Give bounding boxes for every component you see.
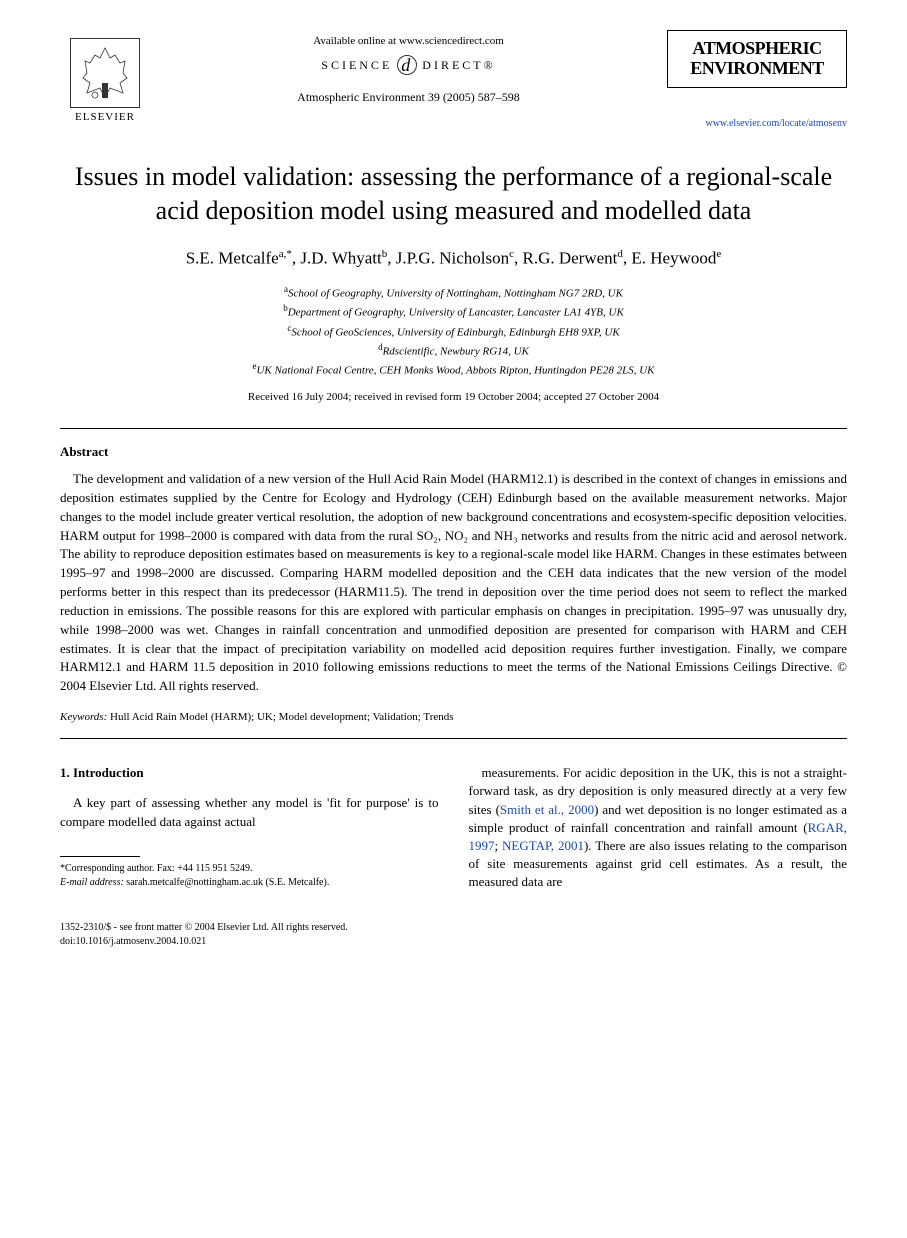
header-center: Available online at www.sciencedirect.co…	[150, 30, 667, 105]
corresponding-author: *Corresponding author. Fax: +44 115 951 …	[60, 862, 439, 876]
abstract-heading: Abstract	[60, 444, 847, 460]
column-right: measurements. For acidic deposition in t…	[469, 764, 848, 891]
keywords-line: Keywords: Hull Acid Rain Model (HARM); U…	[60, 711, 847, 723]
elsevier-tree-icon	[70, 38, 140, 108]
intro-paragraph-right: measurements. For acidic deposition in t…	[469, 764, 848, 891]
footnote-separator	[60, 856, 140, 857]
sd-right: DIRECT®	[422, 58, 495, 73]
footer-doi: doi:10.1016/j.atmosenv.2004.10.021	[60, 935, 847, 949]
email-line: E-mail address: sarah.metcalfe@nottingha…	[60, 876, 439, 890]
elsevier-label: ELSEVIER	[75, 111, 135, 123]
page-header: ELSEVIER Available online at www.science…	[60, 30, 847, 130]
article-title: Issues in model validation: assessing th…	[60, 160, 847, 228]
email-address[interactable]: sarah.metcalfe@nottingham.ac.uk	[126, 877, 263, 888]
journal-title-box: ATMOSPHERIC ENVIRONMENT	[667, 30, 847, 88]
elsevier-logo: ELSEVIER	[60, 30, 150, 130]
received-dates: Received 16 July 2004; received in revis…	[60, 391, 847, 403]
journal-reference: Atmospheric Environment 39 (2005) 587–59…	[150, 90, 667, 105]
header-right: ATMOSPHERIC ENVIRONMENT www.elsevier.com…	[667, 30, 847, 129]
email-label: E-mail address:	[60, 877, 124, 888]
available-online-text: Available online at www.sciencedirect.co…	[150, 35, 667, 47]
body-columns: 1. Introduction A key part of assessing …	[60, 764, 847, 891]
abstract-text: The development and validation of a new …	[60, 470, 847, 696]
keywords-label: Keywords:	[60, 711, 107, 723]
sd-left: SCIENCE	[321, 58, 392, 73]
column-left: 1. Introduction A key part of assessing …	[60, 764, 439, 891]
intro-paragraph-left: A key part of assessing whether any mode…	[60, 794, 439, 830]
science-direct-logo: SCIENCE d DIRECT®	[150, 55, 667, 75]
page-footer: 1352-2310/$ - see front matter © 2004 El…	[60, 921, 847, 949]
journal-name-line2: ENVIRONMENT	[678, 59, 836, 79]
email-owner: (S.E. Metcalfe).	[265, 877, 329, 888]
journal-name-line1: ATMOSPHERIC	[678, 39, 836, 59]
keywords-text: Hull Acid Rain Model (HARM); UK; Model d…	[110, 711, 454, 723]
authors-line: S.E. Metcalfea,*, J.D. Whyattb, J.P.G. N…	[60, 248, 847, 269]
separator-top	[60, 428, 847, 429]
journal-url[interactable]: www.elsevier.com/locate/atmosenv	[705, 118, 847, 129]
affiliations-block: aSchool of Geography, University of Nott…	[60, 283, 847, 379]
sd-d-icon: d	[397, 55, 417, 75]
footer-copyright: 1352-2310/$ - see front matter © 2004 El…	[60, 921, 847, 935]
separator-bottom	[60, 738, 847, 739]
intro-heading: 1. Introduction	[60, 764, 439, 782]
